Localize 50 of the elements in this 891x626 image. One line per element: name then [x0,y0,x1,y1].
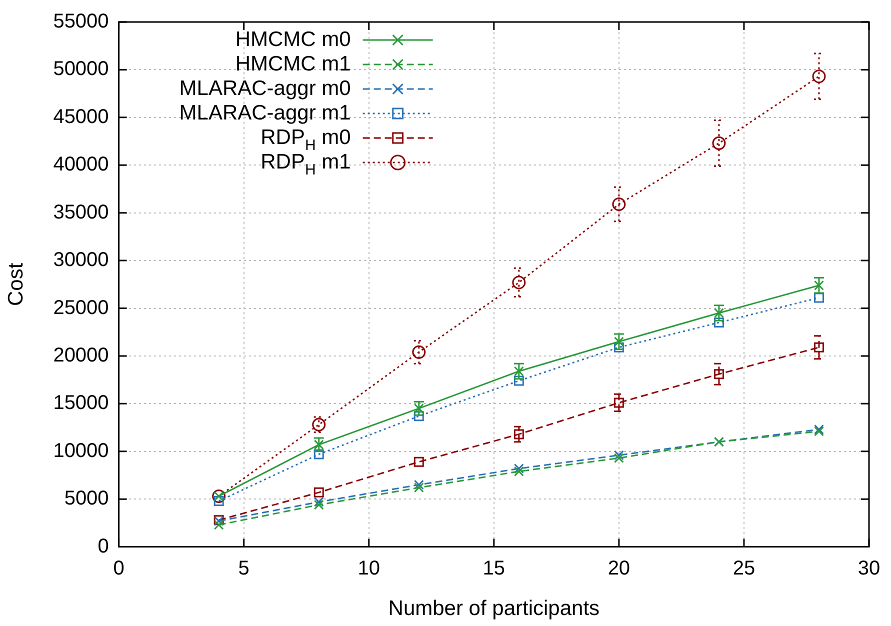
point [814,342,824,352]
y-tick-label: 5000 [64,488,109,510]
x-tick-label: 30 [858,557,880,580]
y-tick-label: 0 [98,535,109,558]
point [412,345,426,359]
point [614,342,624,352]
y-tick-label: 50000 [53,58,109,80]
y-tick-label: 55000 [53,10,109,33]
point [612,198,626,211]
legend-label: MLARAC-aggr m1 [179,101,351,124]
y-axis-title: Cost [4,262,28,306]
point [614,453,624,464]
y-tick-label: 40000 [53,154,109,176]
point [314,500,324,510]
x-tick-label: 25 [732,557,756,580]
y-tick-label: 20000 [53,344,109,366]
x-tick-label: 5 [238,557,250,580]
point [414,456,424,467]
point [314,487,324,498]
point [614,450,624,460]
y-tick-label: 35000 [53,201,109,224]
y-tick-label: 45000 [53,106,109,128]
legend-label: MLARAC-aggr m0 [179,76,351,100]
point [314,449,324,460]
x-axis-title: Number of participants [388,597,600,620]
point [814,292,824,303]
y-tick-label: 25000 [53,296,109,319]
point [414,411,424,422]
point [812,70,826,84]
x-tick-label: 20 [608,557,630,580]
legend-label: HMCMC m0 [235,28,351,51]
point [714,318,724,328]
point [614,398,624,408]
y-tick-label: 30000 [53,249,109,272]
point [714,369,724,380]
point [414,482,424,493]
point [514,376,524,386]
point [514,464,524,474]
point [314,496,324,507]
point [514,466,524,476]
point [214,520,224,530]
point [712,136,726,150]
x-tick-label: 15 [482,557,506,580]
legend-label: HMCMC m1 [235,52,351,76]
x-tick-label: 10 [358,557,380,580]
x-tick-label: 0 [113,557,124,580]
point [414,480,424,490]
y-tick-label: 15000 [53,392,109,414]
point [512,276,526,290]
y-tick-label: 10000 [53,440,109,462]
